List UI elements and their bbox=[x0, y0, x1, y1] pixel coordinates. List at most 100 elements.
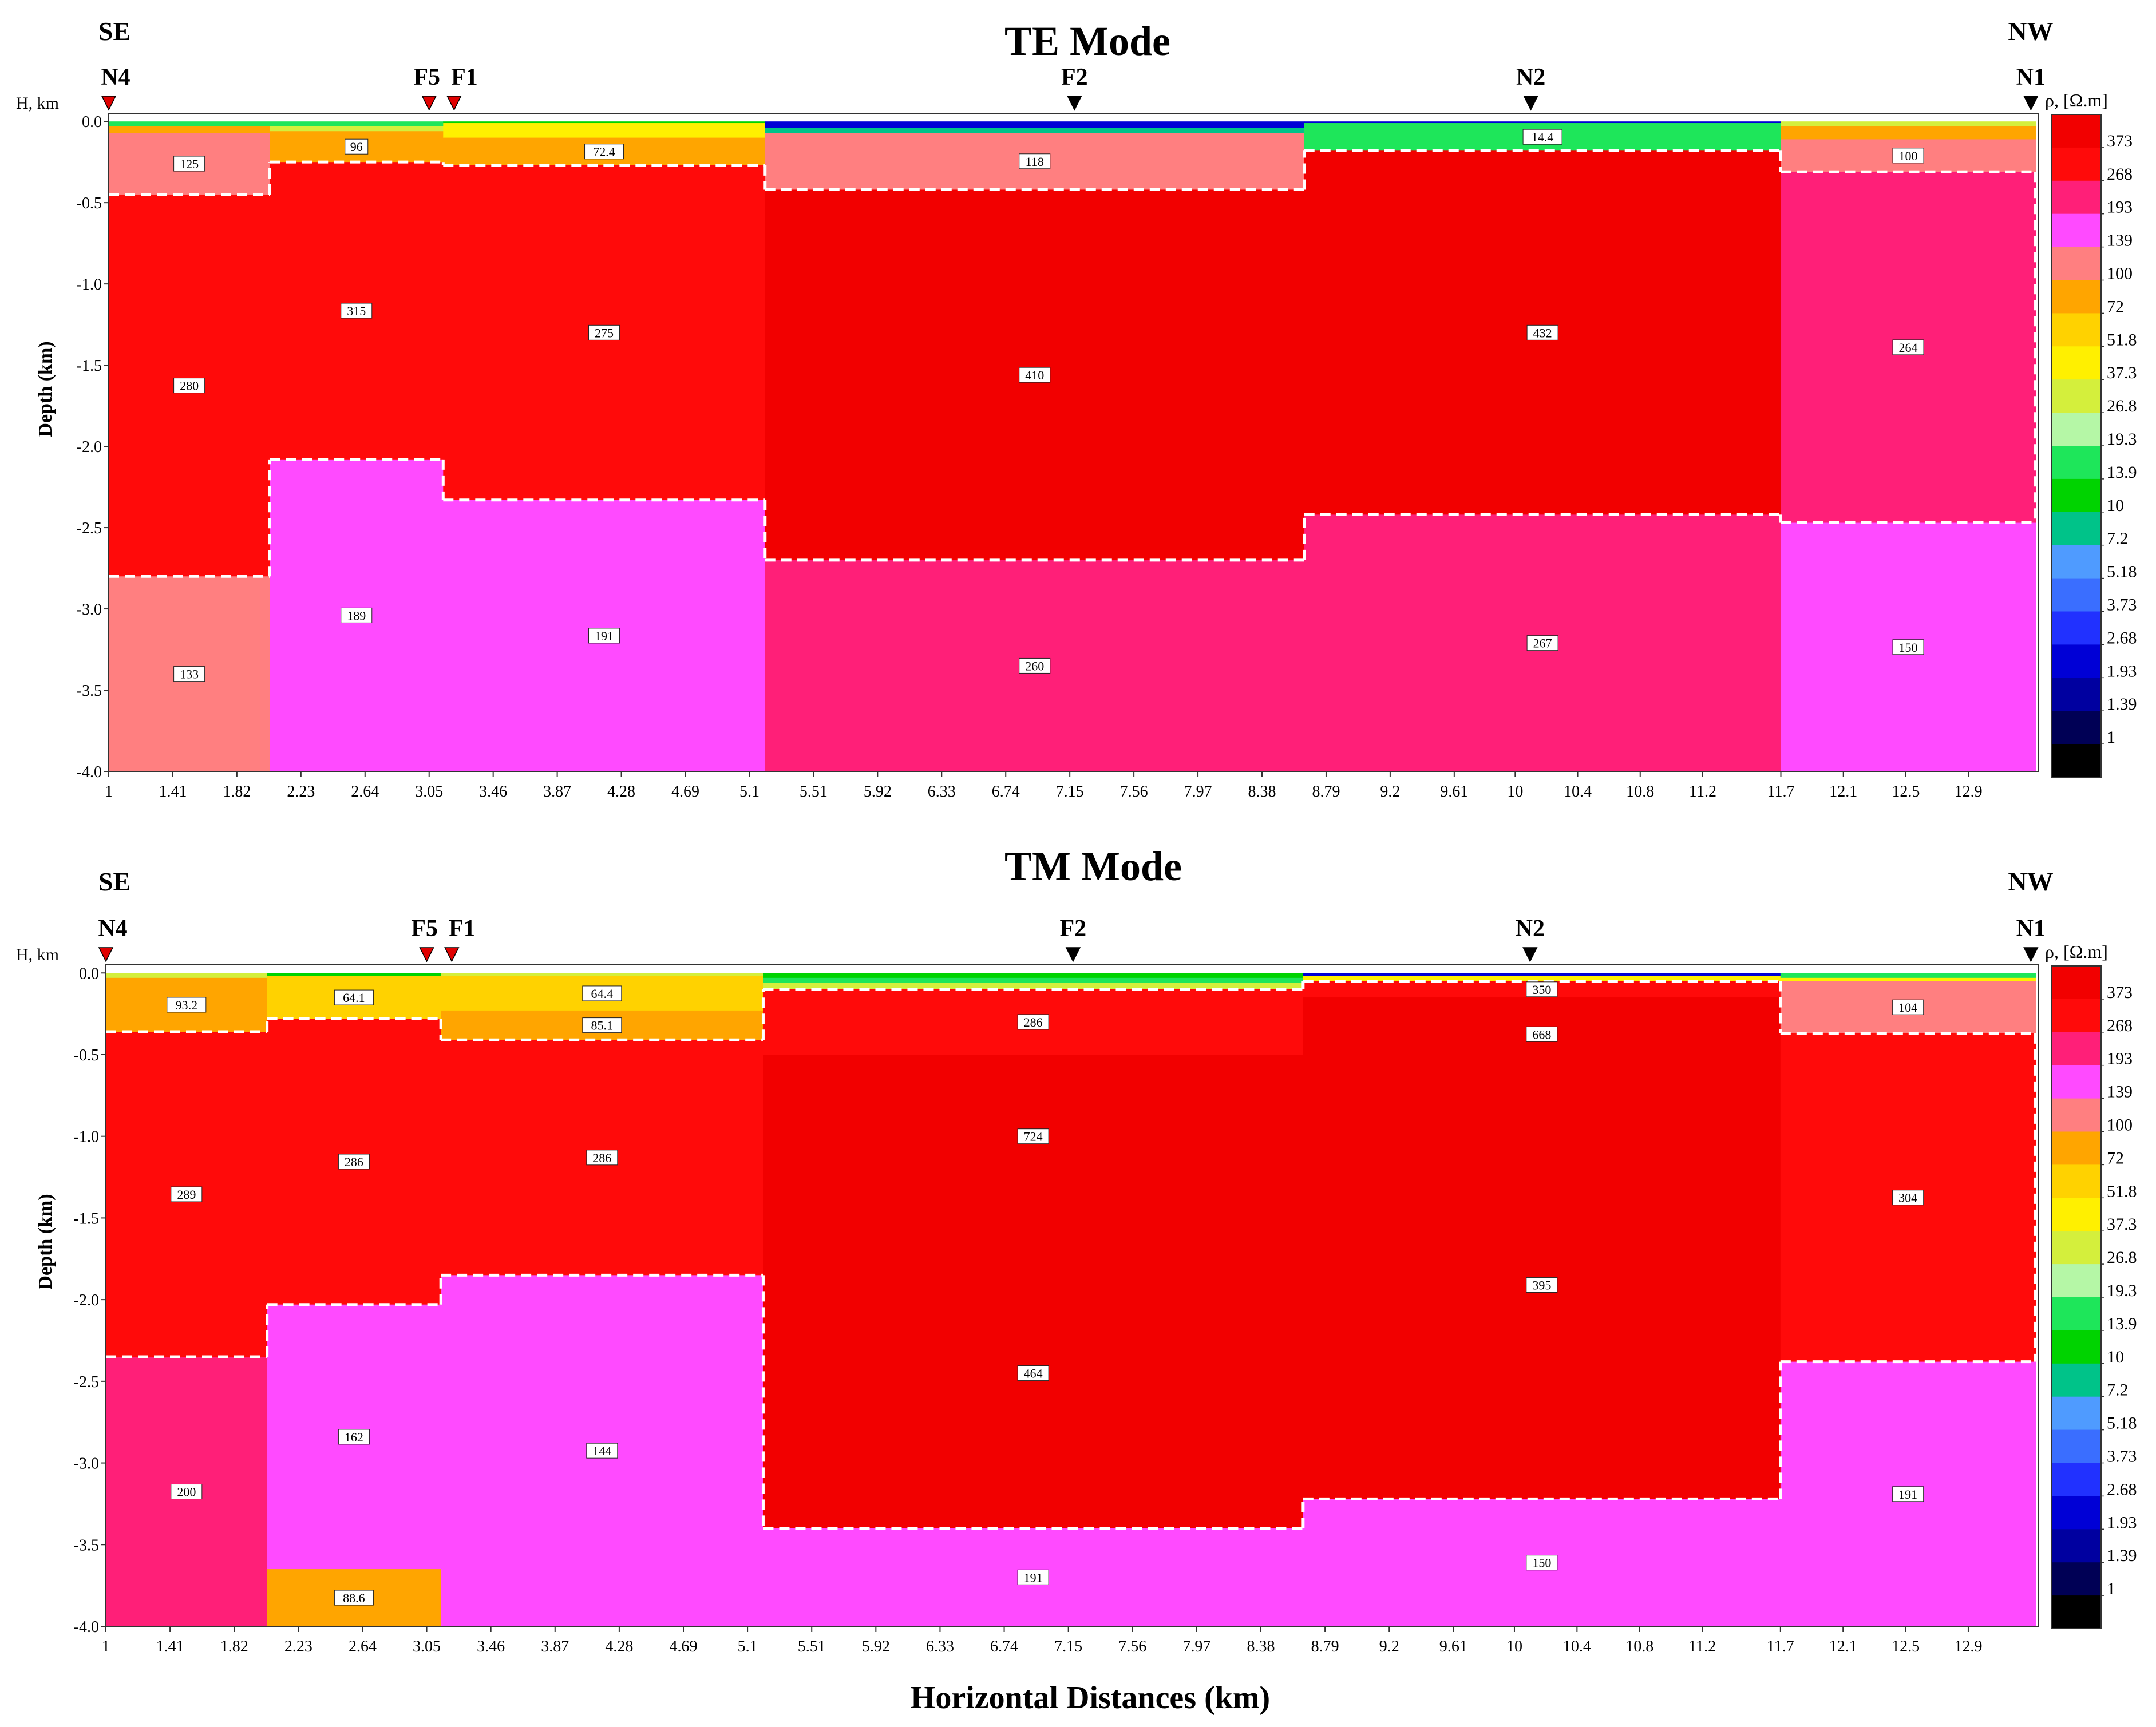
te-resistivity-label-150: 150 bbox=[1892, 639, 1924, 655]
tm-label-text: 85.1 bbox=[591, 1019, 614, 1033]
te-label-text: 260 bbox=[1025, 659, 1044, 673]
te-station-N2: N2 bbox=[1516, 64, 1545, 111]
colorbar-swatch-8 bbox=[2052, 379, 2101, 413]
colorbar-label-1: 1 bbox=[2107, 728, 2115, 747]
tm-xtick-label-2-64: 2.64 bbox=[349, 1638, 377, 1655]
colorbar-swatch-18 bbox=[2052, 711, 2101, 744]
te-ytick-label-2-5: -2.5 bbox=[77, 520, 102, 537]
colorbar-label-37-3: 37.3 bbox=[2107, 363, 2137, 382]
te-resistivity-label-260: 260 bbox=[1019, 657, 1051, 674]
colorbar-label-72: 72 bbox=[2107, 297, 2124, 316]
tm-label-text: 289 bbox=[177, 1187, 196, 1202]
tm-label-box bbox=[586, 1443, 618, 1459]
depth-axis-label: Depth (km) bbox=[35, 341, 56, 437]
tm-label-box bbox=[582, 985, 622, 1001]
tm-label-box bbox=[582, 1017, 622, 1033]
tm-station-marker-icon bbox=[98, 947, 114, 962]
te-xtick-label-11-7: 11.7 bbox=[1767, 783, 1795, 801]
tm-xtick-label-1-41: 1.41 bbox=[156, 1638, 184, 1655]
te-xtick-label-1-82: 1.82 bbox=[223, 783, 251, 801]
te-ytick-label-3-0: -3.0 bbox=[77, 601, 102, 619]
te-xtick-label-5-92: 5.92 bbox=[864, 783, 892, 801]
colorbar-swatch-4 bbox=[2052, 1098, 2101, 1132]
colorbar-label-193: 193 bbox=[2107, 1049, 2133, 1068]
tm-label-box bbox=[334, 989, 374, 1005]
te-xtick-label-7-15: 7.15 bbox=[1056, 783, 1084, 801]
tm-label-text: 88.6 bbox=[343, 1591, 365, 1605]
tm-station-N4: N4 bbox=[98, 916, 128, 962]
colorbar-swatch-10 bbox=[2052, 446, 2101, 480]
tm-resistivity-label-144: 144 bbox=[586, 1443, 618, 1459]
te-resistivity-label-125: 125 bbox=[173, 156, 205, 172]
tm-label-box bbox=[1526, 1277, 1558, 1293]
tm-label-text: 286 bbox=[592, 1151, 611, 1165]
tm-xtick-label-4-28: 4.28 bbox=[605, 1638, 633, 1655]
te-cell-c1-l1 bbox=[270, 126, 444, 132]
te-plot-frame bbox=[108, 113, 2039, 772]
tm-label-text: 144 bbox=[592, 1444, 611, 1458]
tm-station-name: N1 bbox=[2016, 916, 2046, 942]
te-cell-c2-l0 bbox=[443, 121, 766, 124]
tm-resistivity-cells bbox=[106, 973, 2036, 1627]
tm-resistivity-label-200: 200 bbox=[171, 1484, 203, 1500]
te-resistivity-label-432: 432 bbox=[1526, 324, 1558, 340]
tm-cell-c5-l1 bbox=[1780, 977, 2036, 982]
te-xtick-label-7-56: 7.56 bbox=[1120, 783, 1148, 801]
tm-xtick-label-7-97: 7.97 bbox=[1182, 1638, 1210, 1655]
tm-label-text: 64.4 bbox=[591, 987, 614, 1001]
te-ytick-label-1-5: -1.5 bbox=[77, 357, 102, 375]
colorbar-swatch-13 bbox=[2052, 1396, 2101, 1431]
te-xtick-label-1: 1 bbox=[105, 783, 113, 801]
colorbar-label-268: 268 bbox=[2107, 1016, 2133, 1035]
tm-ytick-label-4-0: -4.0 bbox=[74, 1618, 99, 1636]
te-label-text: 118 bbox=[1026, 155, 1044, 169]
te-xtick-label-5-51: 5.51 bbox=[800, 783, 828, 801]
te-ytick-label-3-5: -3.5 bbox=[77, 682, 102, 700]
colorbar-label-1: 1 bbox=[2107, 1579, 2115, 1598]
colorbar-swatch-7 bbox=[2052, 1198, 2101, 1231]
tm-label-box bbox=[1892, 999, 1924, 1015]
h-km-label: H, km bbox=[16, 945, 59, 964]
colorbar-label-72: 72 bbox=[2107, 1148, 2124, 1167]
tm-xtick-label-7-15: 7.15 bbox=[1054, 1638, 1082, 1655]
tm-label-box bbox=[171, 1186, 203, 1202]
tm-station-name: F2 bbox=[1060, 916, 1087, 942]
colorbar-label-10: 10 bbox=[2107, 496, 2124, 515]
tm-cell-c4-l0 bbox=[1303, 973, 1781, 977]
te-resistivity-label-189: 189 bbox=[341, 607, 373, 623]
tm-xtick-label-3-05: 3.05 bbox=[413, 1638, 441, 1655]
colorbar-label-3-73: 3.73 bbox=[2107, 1447, 2137, 1466]
se-direction-label: SE bbox=[98, 867, 130, 896]
tm-label-box bbox=[338, 1429, 370, 1445]
te-cell-c3-l0 bbox=[765, 121, 1305, 129]
colorbar-label-19-3: 19.3 bbox=[2107, 430, 2137, 449]
colorbar-label-26-8: 26.8 bbox=[2107, 1248, 2137, 1267]
tm-label-text: 191 bbox=[1898, 1487, 1917, 1502]
te-ytick-label-0-0: 0.0 bbox=[82, 113, 102, 131]
te-xtick-label-4-28: 4.28 bbox=[607, 783, 635, 801]
colorbar-label-19-3: 19.3 bbox=[2107, 1281, 2137, 1300]
tm-resistivity-label-724: 724 bbox=[1017, 1128, 1049, 1144]
tm-ytick-label-0-0: 0.0 bbox=[79, 965, 99, 983]
tm-label-text: 150 bbox=[1532, 1556, 1551, 1570]
nw-direction-label: NW bbox=[2008, 867, 2053, 896]
tm-label-box bbox=[171, 1484, 203, 1500]
tm-axes: 0.0 -0.5 -1.0 -1.5 -2.0 -2.5 -3.0 -3.5 -4.01 1.41… bbox=[74, 964, 2039, 1655]
colorbar-label-1-93: 1.93 bbox=[2107, 1513, 2137, 1532]
tm-xtick-label-2-23: 2.23 bbox=[284, 1638, 312, 1655]
tm-station-marker-icon bbox=[1065, 947, 1081, 962]
colorbar-label-139: 139 bbox=[2107, 1083, 2133, 1102]
colorbar-swatch-3 bbox=[2052, 213, 2101, 248]
tm-xtick-label-4-69: 4.69 bbox=[669, 1638, 697, 1655]
te-resistivity-label-133: 133 bbox=[173, 666, 205, 682]
x-axis-label: Horizontal Distances (km) bbox=[911, 1680, 1270, 1716]
te-label-box bbox=[1526, 635, 1558, 651]
colorbar-label-51-8: 51.8 bbox=[2107, 330, 2137, 349]
tm-xtick-label-8-79: 8.79 bbox=[1311, 1638, 1339, 1655]
te-xtick-label-8-79: 8.79 bbox=[1312, 783, 1340, 801]
tm-station-name: F1 bbox=[449, 916, 476, 942]
colorbar-swatch-14 bbox=[2052, 1429, 2101, 1463]
te-xtick-label-12-9: 12.9 bbox=[1955, 783, 1983, 801]
tm-label-box bbox=[1526, 1026, 1558, 1042]
